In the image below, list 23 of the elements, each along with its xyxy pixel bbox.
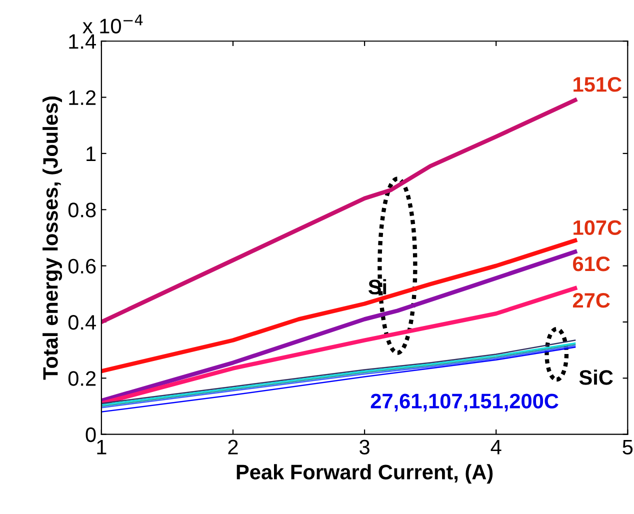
y-tick-label: 1 [86, 146, 96, 162]
x-tick-label: 3 [360, 440, 370, 454]
y-tick-label: 0.8 [68, 202, 96, 218]
x-axis-title: Peak Forward Current, (A) [236, 464, 493, 484]
x-tick-label: 4 [490, 440, 502, 454]
y-axis-title: Total energy losses, (Joules) [42, 96, 62, 380]
x-tick-label: 5 [622, 440, 633, 454]
y-tick-label: 1.2 [69, 90, 96, 105]
series-label: 61C [573, 256, 610, 272]
series-label: 27C [572, 293, 610, 308]
series-label: 151C [574, 77, 622, 92]
series-label: 107C [574, 220, 622, 236]
annotation: Si [368, 279, 386, 294]
y-tick-label: 0 [86, 427, 96, 442]
y-tick-label: 0.2 [68, 371, 96, 386]
annotation: SiC [579, 370, 613, 385]
x-tick-label: 2 [228, 440, 238, 454]
y-tick-label: 1.4 [69, 34, 96, 49]
annotation: 27,61,107,151,200C [370, 394, 558, 412]
x-tick-label: 1 [97, 440, 106, 454]
y-tick-label: 0.6 [68, 258, 96, 274]
y-tick-label: 0.4 [68, 314, 96, 330]
text: x 10$^{−4}$ [82, 14, 143, 34]
